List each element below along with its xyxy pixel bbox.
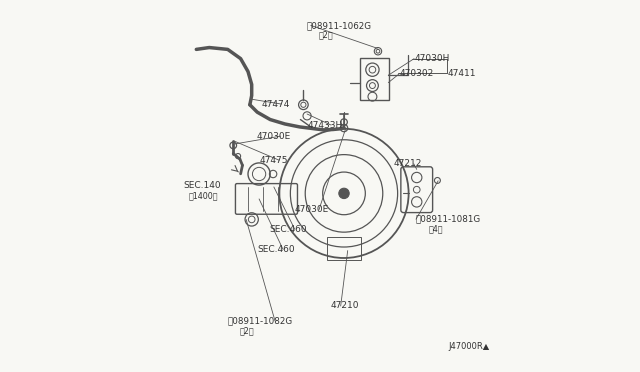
Text: ⓝ08911-1062G: ⓝ08911-1062G (307, 21, 372, 30)
Text: 47433H: 47433H (307, 121, 342, 129)
Text: （2）: （2） (240, 326, 255, 335)
Text: 47030E: 47030E (257, 132, 291, 141)
Text: 47212: 47212 (394, 159, 422, 169)
Text: SEC.460: SEC.460 (257, 245, 295, 254)
Text: 47030H: 47030H (414, 54, 449, 63)
FancyBboxPatch shape (236, 184, 298, 214)
Circle shape (339, 188, 349, 199)
Text: SEC.460: SEC.460 (269, 225, 307, 234)
Text: 47411: 47411 (447, 69, 476, 78)
Text: 47475: 47475 (259, 155, 287, 165)
Text: J47000R▲: J47000R▲ (449, 342, 490, 351)
Text: SEC.140: SEC.140 (184, 182, 221, 190)
FancyBboxPatch shape (360, 58, 389, 100)
Text: ⓝ08911-1081G: ⓝ08911-1081G (416, 215, 481, 224)
Text: （2）: （2） (319, 31, 333, 40)
Text: 470302: 470302 (400, 69, 434, 78)
Text: 47210: 47210 (330, 301, 359, 311)
Text: 47474: 47474 (262, 100, 291, 109)
Text: 1400、: 1400、 (188, 191, 218, 200)
Text: 47030E: 47030E (295, 205, 329, 215)
Text: ⓝ08911-1082G: ⓝ08911-1082G (228, 316, 293, 325)
Text: （4）: （4） (428, 225, 443, 234)
FancyBboxPatch shape (401, 167, 433, 212)
